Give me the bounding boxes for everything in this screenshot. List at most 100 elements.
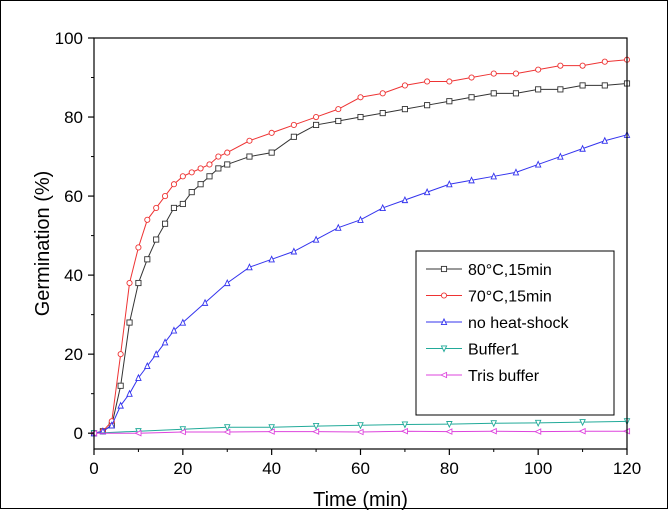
data-point <box>215 153 222 160</box>
x-tick-label: 80 <box>440 459 459 478</box>
data-point <box>223 424 231 432</box>
x-tick-label: 120 <box>613 459 641 478</box>
series-3 <box>90 418 631 438</box>
data-point <box>468 74 475 81</box>
data-point <box>446 421 453 429</box>
data-point <box>379 110 386 117</box>
data-point <box>357 215 364 223</box>
data-point <box>313 121 320 128</box>
data-point <box>312 423 320 431</box>
data-point <box>312 428 320 435</box>
legend-box <box>415 250 615 416</box>
data-point <box>179 173 186 180</box>
data-point <box>423 188 431 196</box>
data-point <box>601 82 608 89</box>
data-point <box>424 102 431 109</box>
data-point <box>579 144 586 152</box>
data-point <box>401 82 408 89</box>
data-point <box>446 98 453 105</box>
series-line <box>93 59 628 434</box>
data-point <box>126 389 133 397</box>
data-point <box>170 326 178 334</box>
x-axis-ticks: 0 20 40 60 80 100 120 <box>89 449 641 478</box>
data-point <box>579 82 586 89</box>
legend-entry: no heat-shock <box>426 315 570 332</box>
data-point <box>290 121 297 128</box>
data-point <box>557 86 564 93</box>
data-point <box>534 428 542 435</box>
data-point <box>201 298 209 306</box>
x-tick-label: 100 <box>524 459 552 478</box>
data-point <box>490 70 497 77</box>
data-point <box>215 165 222 172</box>
legend-marker <box>440 292 448 299</box>
data-point <box>379 203 387 211</box>
legend-marker <box>439 371 448 379</box>
data-point <box>578 427 586 435</box>
data-point <box>401 421 409 429</box>
data-point <box>117 351 124 358</box>
legend-entry: 70°C,15min <box>426 289 552 306</box>
data-point <box>579 419 586 427</box>
data-point <box>446 78 453 85</box>
data-point <box>335 106 342 113</box>
x-tick-label: 60 <box>351 459 370 478</box>
data-point <box>143 361 151 370</box>
data-point <box>153 204 160 211</box>
data-point <box>268 255 275 263</box>
data-point <box>179 200 186 208</box>
data-point <box>490 420 498 428</box>
data-point <box>224 161 231 168</box>
data-point <box>144 256 151 263</box>
data-point <box>401 106 408 113</box>
data-point <box>489 427 497 435</box>
data-point <box>512 70 520 77</box>
data-point <box>223 428 231 436</box>
data-point <box>135 244 142 251</box>
data-point <box>534 419 542 427</box>
data-point <box>246 137 253 144</box>
data-point <box>290 247 298 255</box>
data-point <box>224 149 231 156</box>
data-point <box>446 180 453 188</box>
data-point <box>268 129 275 136</box>
data-point <box>144 216 151 223</box>
data-point <box>170 181 177 188</box>
data-point <box>313 113 320 121</box>
data-point <box>335 117 342 125</box>
legend-marker <box>440 345 448 353</box>
data-point <box>108 421 116 429</box>
data-point <box>246 263 253 271</box>
x-tick-label: 20 <box>173 459 192 478</box>
legend-entry: Tris buffer <box>426 368 540 385</box>
data-point <box>152 350 160 358</box>
data-point <box>188 189 195 196</box>
y-tick-label: 20 <box>64 345 83 364</box>
data-point <box>445 428 453 435</box>
legend: 80°C,15min 70°C,15min no heat-shock Buffer1… <box>415 250 615 416</box>
y-tick-label: 80 <box>64 108 83 127</box>
y-axis-ticks: 0 20 40 60 80 100 <box>55 29 94 443</box>
data-point <box>512 168 520 176</box>
legend-label: Tris buffer <box>468 368 540 385</box>
y-tick-label: 60 <box>64 187 83 206</box>
x-tick-label: 40 <box>262 459 281 478</box>
y-tick-label: 100 <box>55 29 83 48</box>
data-point <box>601 136 609 144</box>
series-0 <box>90 80 631 437</box>
legend-marker <box>440 265 448 273</box>
data-point <box>401 195 409 204</box>
data-point <box>188 169 195 176</box>
data-point <box>126 279 133 287</box>
data-point <box>535 86 542 93</box>
data-point <box>468 94 475 101</box>
data-point <box>490 90 497 97</box>
data-point <box>162 220 169 227</box>
data-point <box>223 278 231 287</box>
data-point <box>357 94 364 101</box>
data-point <box>601 58 608 65</box>
x-tick-label: 0 <box>89 459 98 478</box>
data-point <box>153 236 160 243</box>
